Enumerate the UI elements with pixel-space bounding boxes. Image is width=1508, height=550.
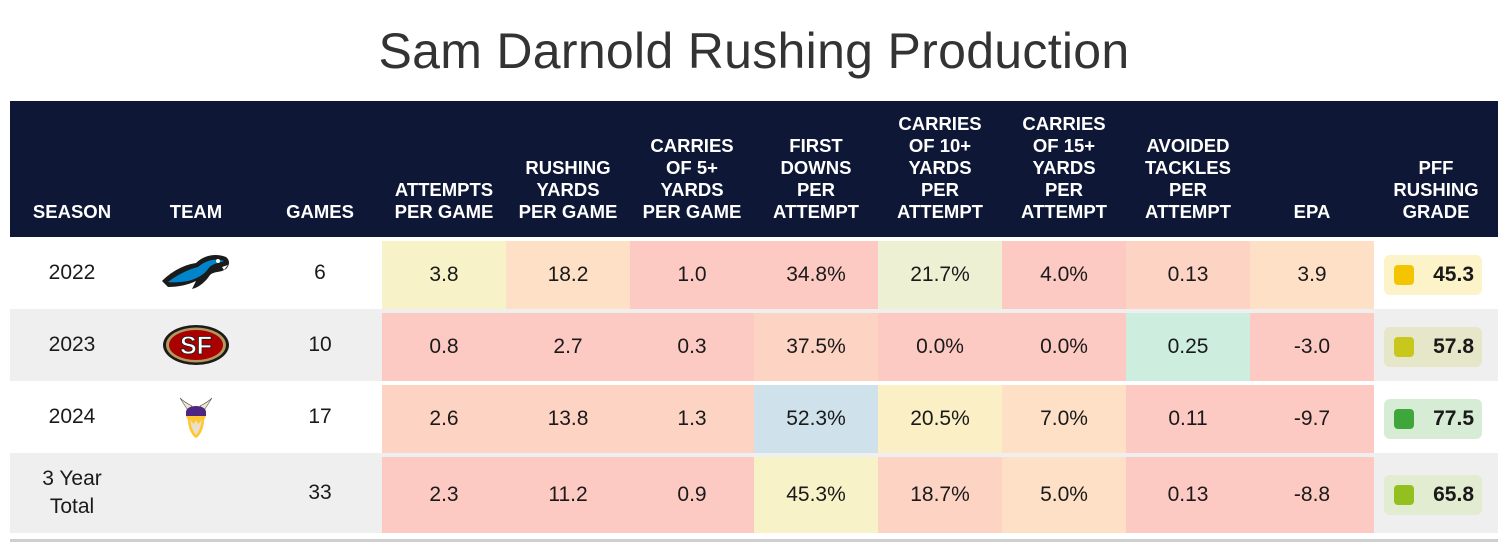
value-cell: 13.8 bbox=[506, 385, 630, 453]
games-cell: 33 bbox=[308, 481, 332, 504]
value-cell: 20.5% bbox=[878, 385, 1002, 453]
value-cell: -9.7 bbox=[1250, 385, 1374, 453]
value-cell: 0.8 bbox=[382, 313, 506, 381]
value-cell: 0.0% bbox=[1002, 313, 1126, 381]
column-header: SEASON bbox=[32, 201, 112, 222]
bottom-divider bbox=[10, 539, 1498, 542]
value-cell: 2.7 bbox=[506, 313, 630, 381]
value-cell: 52.3% bbox=[754, 385, 878, 453]
grade-badge: 77.5 bbox=[1384, 399, 1482, 439]
value-cell: 0.11 bbox=[1126, 385, 1250, 453]
grade-value: 77.5 bbox=[1433, 407, 1474, 430]
stats-table: SEASON TEAM GAMES ATTEMPTS PER GAME RUSHING … bbox=[10, 101, 1498, 533]
table-header: SEASON TEAM GAMES ATTEMPTS PER GAME RUSHING … bbox=[10, 101, 1498, 237]
value-cell: 2.3 bbox=[382, 457, 506, 533]
value-cell: 3.9 bbox=[1250, 241, 1374, 309]
season-cell: 2022 bbox=[48, 261, 96, 284]
column-header: TEAM bbox=[169, 201, 223, 222]
grade-value: 65.8 bbox=[1433, 483, 1474, 506]
value-cell: 7.0% bbox=[1002, 385, 1126, 453]
value-cell: 0.25 bbox=[1126, 313, 1250, 381]
column-header: RUSHING YARDS PER GAME bbox=[518, 157, 618, 222]
grade-badge: 45.3 bbox=[1384, 255, 1482, 295]
grade-value: 57.8 bbox=[1433, 335, 1474, 358]
value-cell: 0.13 bbox=[1126, 457, 1250, 533]
value-cell: 45.3% bbox=[754, 457, 878, 533]
grade-color-swatch bbox=[1394, 265, 1414, 285]
value-cell: 0.13 bbox=[1126, 241, 1250, 309]
column-header: GAMES bbox=[286, 201, 354, 222]
column-header: PFF RUSHING GRADE bbox=[1393, 157, 1479, 222]
games-cell: 17 bbox=[308, 405, 332, 428]
value-cell: -8.8 bbox=[1250, 457, 1374, 533]
value-cell: 18.7% bbox=[878, 457, 1002, 533]
season-cell: 3 Year Total bbox=[42, 467, 102, 518]
chart-title: Sam Darnold Rushing Production bbox=[378, 23, 1130, 79]
vikings-logo bbox=[134, 381, 258, 453]
grade-color-swatch bbox=[1394, 409, 1414, 429]
value-cell: 3.8 bbox=[382, 241, 506, 309]
column-header: CARRIES OF 10+ YARDS PER ATTEMPT bbox=[897, 113, 983, 222]
column-header: EPA bbox=[1293, 201, 1331, 222]
value-cell: 1.3 bbox=[630, 385, 754, 453]
svg-text:SF: SF bbox=[180, 332, 212, 360]
table-row: 2022 6 3.8 18.2 1.0 34.8% 21.7% 4.0% 0.13 3.9 45.… bbox=[10, 237, 1498, 309]
grade-color-swatch bbox=[1394, 485, 1414, 505]
value-cell: 4.0% bbox=[1002, 241, 1126, 309]
column-header: ATTEMPTS PER GAME bbox=[394, 179, 494, 222]
column-header: CARRIES OF 15+ YARDS PER ATTEMPT bbox=[1021, 113, 1107, 222]
value-cell: 11.2 bbox=[506, 457, 630, 533]
value-cell: 37.5% bbox=[754, 313, 878, 381]
value-cell: 2.6 bbox=[382, 385, 506, 453]
table-row: 2023 SF 10 0.8 2.7 0.3 37.5% 0.0% 0.0% 0.25 -3.0… bbox=[10, 309, 1498, 381]
games-cell: 6 bbox=[314, 261, 326, 284]
grade-color-swatch bbox=[1394, 337, 1414, 357]
table-body: 2022 6 3.8 18.2 1.0 34.8% 21.7% 4.0% 0.13 3.9 45.… bbox=[10, 237, 1498, 533]
49ers-logo: SF bbox=[134, 309, 258, 381]
games-cell: 10 bbox=[308, 333, 332, 356]
grade-badge: 57.8 bbox=[1384, 327, 1482, 367]
value-cell: 21.7% bbox=[878, 241, 1002, 309]
grade-badge: 65.8 bbox=[1384, 475, 1482, 515]
value-cell: 5.0% bbox=[1002, 457, 1126, 533]
column-header: CARRIES OF 5+ YARDS PER GAME bbox=[642, 135, 742, 222]
season-cell: 2023 bbox=[48, 333, 96, 356]
column-header: AVOIDED TACKLES PER ATTEMPT bbox=[1145, 135, 1231, 222]
value-cell: 18.2 bbox=[506, 241, 630, 309]
table-row: 2024 17 2.6 13.8 1.3 52.3% 20.5% 7.0% 0.11 -9.7 7… bbox=[10, 381, 1498, 453]
panthers-logo bbox=[134, 237, 258, 309]
value-cell: 34.8% bbox=[754, 241, 878, 309]
column-header: FIRST DOWNS PER ATTEMPT bbox=[773, 135, 859, 222]
value-cell: 0.0% bbox=[878, 313, 1002, 381]
value-cell: 0.3 bbox=[630, 313, 754, 381]
grade-value: 45.3 bbox=[1433, 263, 1474, 286]
season-cell: 2024 bbox=[48, 405, 96, 428]
value-cell: 0.9 bbox=[630, 457, 754, 533]
table-row: 3 Year Total 33 2.3 11.2 0.9 45.3% 18.7% 5.0% 0.… bbox=[10, 453, 1498, 533]
value-cell: 1.0 bbox=[630, 241, 754, 309]
value-cell: -3.0 bbox=[1250, 313, 1374, 381]
